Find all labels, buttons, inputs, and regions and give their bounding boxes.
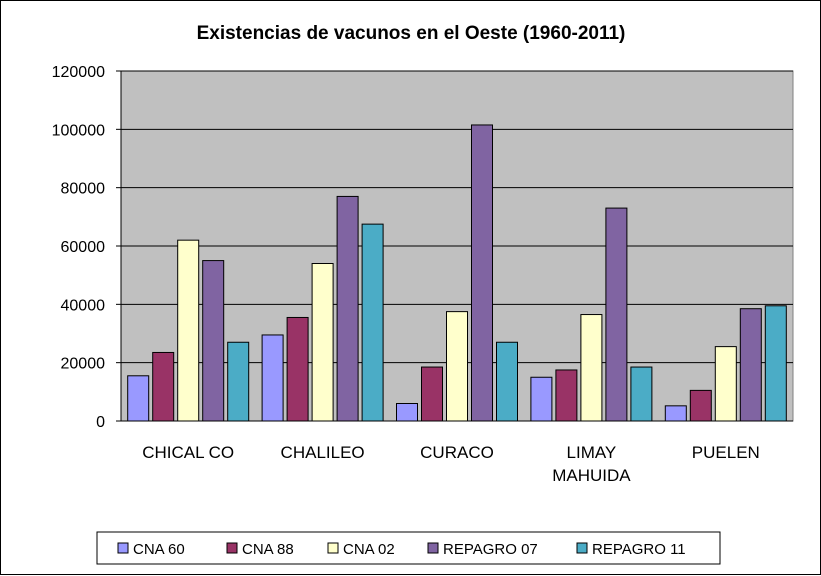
bar: [496, 341, 518, 422]
legend-swatch: [327, 542, 339, 554]
bar: [421, 366, 443, 422]
y-tick-label: 20000: [61, 356, 106, 373]
bar: [689, 389, 712, 422]
bar: [396, 403, 418, 422]
legend-box: [96, 531, 721, 565]
y-tick-label: 120000: [52, 64, 105, 81]
legend-label: CNA 60: [133, 541, 185, 558]
y-tick-label: 60000: [61, 239, 106, 256]
plot-area: 0 20000 40000 60000 80000 100000 120000 CHICAL …: [52, 64, 794, 485]
bar: [446, 311, 468, 422]
bar: [336, 195, 359, 422]
x-tick-label: CHALILEO: [281, 443, 365, 462]
y-tick-label: 80000: [61, 181, 106, 198]
legend-swatch: [427, 542, 439, 554]
legend-label: CNA 88: [242, 541, 294, 558]
x-tick-label: CHICAL CO: [142, 443, 234, 462]
bar: [714, 346, 737, 422]
bar: [286, 316, 309, 422]
legend: CNA 60 CNA 88 CNA 02 REPAGRO 07 REPAGRO 11: [96, 531, 721, 565]
x-tick-label: LIMAY: [567, 443, 617, 462]
legend-label: REPAGRO 11: [592, 541, 686, 558]
legend-swatch: [117, 542, 129, 554]
chart-title: Existencias de vacunos en el Oeste (1960…: [197, 23, 626, 44]
bar: [530, 376, 553, 422]
bar: [202, 260, 225, 422]
bar: [177, 239, 200, 422]
bar: [605, 207, 628, 422]
bar: [227, 341, 250, 422]
x-tick-label: PUELEN: [692, 443, 760, 462]
y-tick-label: 0: [96, 414, 105, 431]
x-tick-label: CURACO: [420, 443, 494, 462]
bar: [664, 405, 687, 422]
legend-swatch: [226, 542, 238, 554]
bar: [739, 308, 762, 422]
bar: [152, 351, 175, 422]
bar: [555, 369, 578, 422]
bar: [311, 263, 334, 422]
legend-label: REPAGRO 07: [443, 541, 538, 558]
bar: [580, 314, 603, 422]
bar: [361, 223, 384, 422]
y-tick-label: 40000: [61, 297, 106, 314]
bar: [127, 375, 150, 422]
bar: [261, 334, 284, 422]
legend-swatch: [576, 542, 588, 554]
x-tick-label: MAHUIDA: [552, 466, 631, 485]
bar: [630, 366, 653, 422]
bar: [764, 305, 787, 422]
bar: [471, 124, 493, 422]
y-tick-label: 100000: [52, 122, 105, 139]
legend-label: CNA 02: [343, 541, 395, 558]
